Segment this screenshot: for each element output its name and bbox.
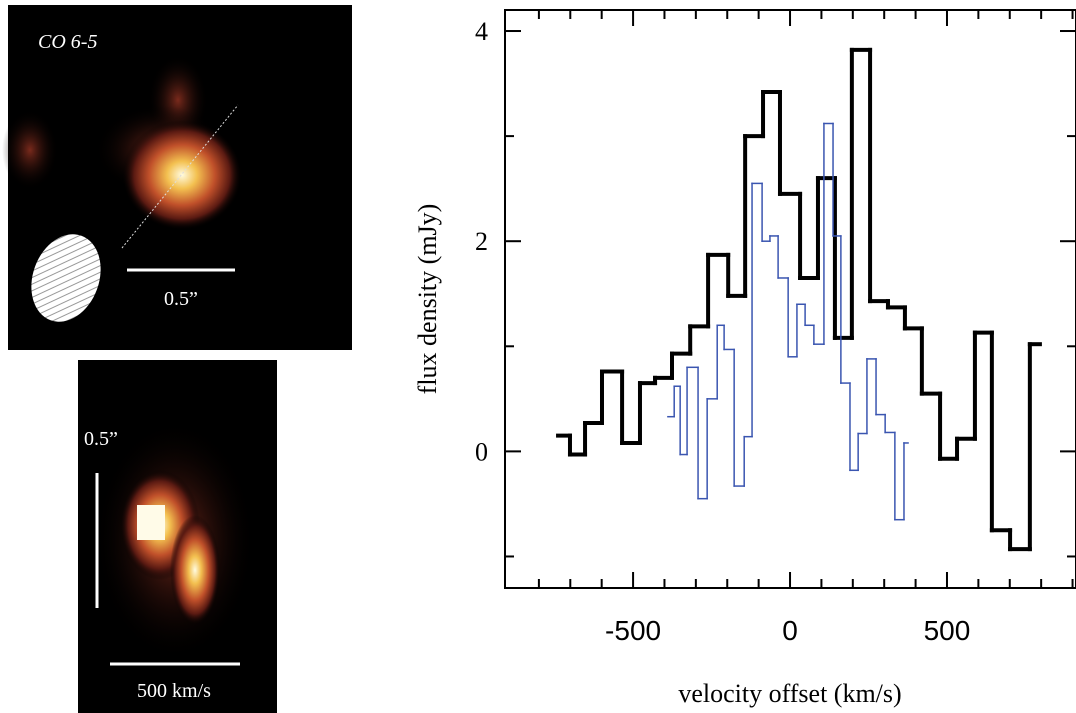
scale-label: 0.5” — [164, 288, 198, 310]
co-map: CO 6-5 0.5” — [2, 5, 352, 350]
spectrum: velocity offset (km/s) flux density (mJy… — [413, 9, 1076, 708]
y-tick-label: 4 — [475, 17, 488, 46]
x-axis-label: velocity offset (km/s) — [678, 679, 901, 708]
y-axis-label: flux density (mJy) — [413, 204, 442, 395]
y-tick-label: 2 — [475, 227, 488, 256]
x-tick-label: 0 — [782, 615, 798, 646]
map-label: CO 6-5 — [38, 31, 97, 53]
x-tick-label: 500 — [924, 615, 971, 646]
scale-label: 0.5” — [84, 428, 118, 450]
y-tick-label: 0 — [475, 437, 488, 466]
pv-map: 0.5” 500 km/s — [78, 360, 277, 713]
velocity-label: 500 km/s — [137, 680, 211, 702]
x-tick-label: -500 — [605, 615, 661, 646]
